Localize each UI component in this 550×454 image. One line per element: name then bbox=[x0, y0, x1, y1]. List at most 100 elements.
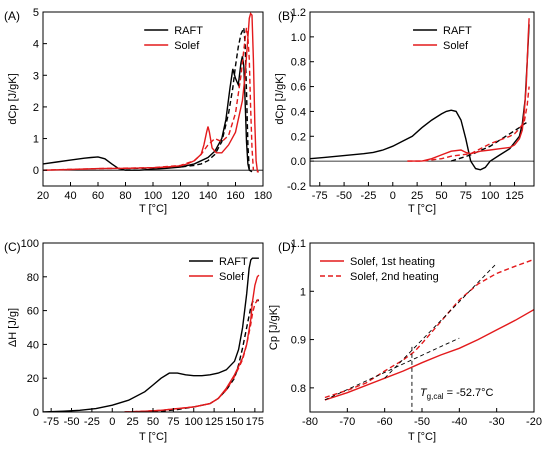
x-tick-label: 120 bbox=[171, 190, 189, 202]
x-tick-label: 75 bbox=[460, 190, 472, 202]
y-tick-label: 100 bbox=[21, 238, 39, 250]
y-tick-label: 0.8 bbox=[291, 383, 306, 395]
x-tick-label: 50 bbox=[435, 190, 447, 202]
y-tick-label: 0.6 bbox=[291, 82, 306, 94]
legend-label: Solef, 2nd heating bbox=[350, 271, 439, 283]
x-tick-label: 25 bbox=[411, 190, 423, 202]
panel-a: (A) 20 40 60 80 100 120 140 160 180 0 1 2 3 4 5 T [°C] dC… bbox=[4, 7, 272, 215]
plot-frame bbox=[42, 242, 264, 413]
x-tick-label: 50 bbox=[147, 416, 159, 428]
x-tick-label: -25 bbox=[360, 190, 376, 202]
series-line-1 bbox=[324, 258, 534, 399]
y-tick-label: 0 bbox=[33, 407, 39, 419]
tg-value: = -52.7°C bbox=[444, 387, 494, 399]
y-tick-label: 0.9 bbox=[291, 335, 306, 347]
y-axis-label: dCp [J/gK] bbox=[7, 73, 19, 124]
panel-label: (A) bbox=[4, 9, 20, 23]
tg-symbol: T bbox=[420, 387, 428, 399]
y-tick-label: -0.2 bbox=[287, 181, 306, 193]
x-tick-label: 125 bbox=[505, 190, 523, 202]
y-axis-label: dCp [J/gK] bbox=[274, 73, 286, 124]
x-tick-label: -25 bbox=[84, 416, 100, 428]
y-tick-label: 1.1 bbox=[291, 238, 306, 250]
series-line-0 bbox=[324, 308, 534, 401]
x-tick-label: 40 bbox=[64, 190, 76, 202]
y-tick-label: 1.0 bbox=[291, 32, 306, 44]
y-tick-label: 2 bbox=[33, 102, 39, 114]
y-tick-label: 1 bbox=[33, 134, 39, 146]
y-tick-label: 5 bbox=[33, 7, 39, 19]
x-tick-label: 140 bbox=[199, 190, 217, 202]
y-tick-label: 1 bbox=[300, 286, 306, 298]
x-axis-label: T [°C] bbox=[408, 431, 436, 443]
panel-label: (C) bbox=[4, 240, 21, 254]
x-tick-label: 100 bbox=[185, 416, 203, 428]
series-line-3 bbox=[43, 27, 255, 171]
x-tick-label: 100 bbox=[481, 190, 499, 202]
y-tick-label: 80 bbox=[27, 272, 39, 284]
y-tick-label: 1.2 bbox=[291, 7, 306, 19]
series-line-0 bbox=[43, 56, 253, 173]
y-tick-label: 0.0 bbox=[291, 156, 306, 168]
y-tick-label: 40 bbox=[27, 339, 39, 351]
y-tick-label: 20 bbox=[27, 373, 39, 385]
x-tick-label: 180 bbox=[254, 190, 272, 202]
y-tick-label: 4 bbox=[33, 39, 39, 51]
panel-label: (B) bbox=[278, 9, 294, 23]
x-axis-label: T [°C] bbox=[139, 431, 167, 443]
tg-annotation: Tg,cal = -52.7°C bbox=[420, 387, 494, 401]
panel-c: (C)-75 -50 -25 0 25 50 75 100 125 150 175020406080… bbox=[4, 238, 264, 443]
y-tick-label: 3 bbox=[33, 70, 39, 82]
x-tick-label: 20 bbox=[37, 190, 49, 202]
series-line-3 bbox=[124, 298, 260, 412]
x-tick-label: -70 bbox=[339, 416, 355, 428]
legend-label: RAFT bbox=[219, 256, 248, 268]
legend-label: RAFT bbox=[443, 25, 472, 37]
x-tick-label: -75 bbox=[43, 416, 59, 428]
legend-label: RAFT bbox=[174, 25, 203, 37]
panel-label: (D) bbox=[278, 240, 295, 254]
legend-label: Solef bbox=[443, 40, 469, 52]
y-tick-label: 0.2 bbox=[291, 131, 306, 143]
x-axis-label: T [°C] bbox=[408, 203, 436, 215]
x-tick-label: 0 bbox=[109, 416, 115, 428]
series-line-2 bbox=[43, 12, 259, 173]
y-tick-label: 60 bbox=[27, 306, 39, 318]
x-tick-label: 80 bbox=[119, 190, 131, 202]
x-tick-label: 75 bbox=[167, 416, 179, 428]
series-line-0 bbox=[310, 24, 530, 171]
panel-d: (D) Tg,cal = -52.7°C -80 -70 -60 -50 -40 -30 -20… bbox=[268, 238, 542, 443]
series-line-0 bbox=[43, 257, 259, 412]
series-line-3 bbox=[384, 262, 498, 379]
x-tick-label: -50 bbox=[336, 190, 352, 202]
x-tick-label: 125 bbox=[205, 416, 223, 428]
x-axis-label: T [°C] bbox=[139, 203, 167, 215]
x-tick-label: 100 bbox=[144, 190, 162, 202]
tg-subscript: g,cal bbox=[427, 392, 444, 401]
x-tick-label: -50 bbox=[414, 416, 430, 428]
series-line-1 bbox=[144, 299, 259, 412]
series-line-1 bbox=[125, 27, 250, 171]
legend-label: Solef bbox=[174, 40, 200, 52]
x-tick-label: -60 bbox=[377, 416, 393, 428]
plot-frame bbox=[309, 11, 535, 187]
x-tick-label: -20 bbox=[526, 416, 542, 428]
x-tick-label: 175 bbox=[246, 416, 264, 428]
x-tick-label: 150 bbox=[225, 416, 243, 428]
legend-label: Solef, 1st heating bbox=[350, 256, 435, 268]
panel-b: (B) -75 -50 -25 0 25 50 75 100 125 -0.2 0.0 0.2 0.4 0.… bbox=[274, 7, 535, 215]
x-tick-label: -75 bbox=[312, 190, 328, 202]
x-tick-label: -40 bbox=[451, 416, 467, 428]
y-axis-label: ΔH [J/g] bbox=[7, 308, 19, 347]
legend-label: Solef bbox=[219, 271, 245, 283]
x-tick-label: 0 bbox=[390, 190, 396, 202]
y-tick-label: 0.8 bbox=[291, 57, 306, 69]
series-line-2 bbox=[324, 337, 460, 401]
y-tick-label: 0 bbox=[33, 165, 39, 177]
x-tick-label: 60 bbox=[92, 190, 104, 202]
x-tick-label: 160 bbox=[226, 190, 244, 202]
y-tick-label: 0.4 bbox=[291, 106, 306, 118]
y-axis-label: Cp [J/gK] bbox=[268, 305, 280, 350]
x-tick-label: -50 bbox=[64, 416, 80, 428]
